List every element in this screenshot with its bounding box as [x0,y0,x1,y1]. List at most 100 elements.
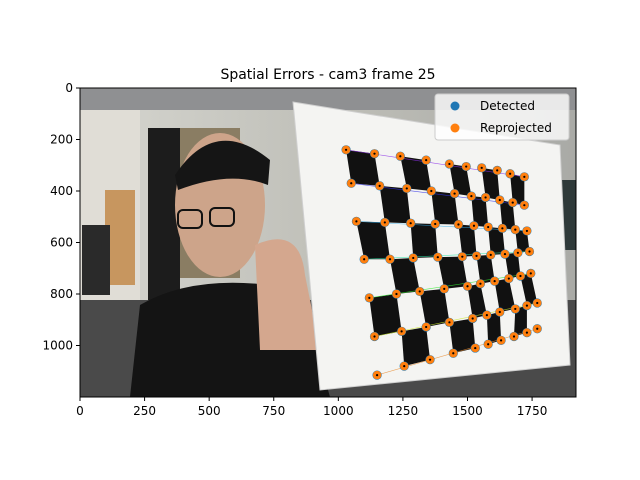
corner-center-dot [487,225,490,229]
y-tick-label: 1000 [42,339,73,353]
corner-center-dot [523,175,526,178]
checker-square [515,229,530,253]
corner-center-dot [471,317,474,320]
checker-square [390,257,420,294]
corner-center-dot [443,287,446,290]
corner-center-dot [344,148,348,151]
y-tick-label: 200 [50,133,73,147]
corner-center-dot [512,335,516,338]
corner-center-dot [418,290,421,293]
corner-center-dot [373,335,376,338]
corner-center-dot [525,304,529,307]
checker-square [494,278,516,313]
x-tick-label: 250 [133,404,156,418]
corner-center-dot [368,296,371,299]
checker-square [369,294,402,337]
corner-center-dot [496,169,499,172]
corner-center-dot [457,223,460,226]
corner-center-dot [525,229,529,233]
checker-square [356,221,390,260]
checker-square [504,252,521,279]
corner-center-dot [425,325,428,329]
corner-center-dot [479,282,482,285]
corner-center-dot [507,277,510,280]
checker-square [510,173,525,206]
checker-square [410,223,438,258]
checker-square [346,149,380,186]
legend: Detected Reprojected [434,93,570,141]
corner-center-dot [487,343,490,346]
corner-center-dot [405,187,408,190]
y-tick-label: 0 [65,81,73,95]
x-tick-label: 1750 [517,404,548,418]
corner-center-dot [409,222,412,225]
corner-center-dot [480,166,483,169]
checker-square [379,185,411,224]
corner-center-dot [355,220,358,223]
corner-center-dot [412,256,415,260]
checker-square [437,256,468,289]
corner-center-dot [434,222,437,226]
corner-center-dot [350,182,353,185]
checker-square [488,227,505,255]
checker-square [486,312,502,345]
corner-center-dot [514,307,517,311]
corner-center-dot [453,192,456,195]
x-tick-label: 1000 [323,404,354,418]
corner-center-dot [373,152,376,155]
corner-center-dot [475,254,478,257]
corner-center-dot [448,162,451,166]
corner-center-dot [484,196,487,199]
checker-square [431,191,459,225]
corner-center-dot [525,331,529,334]
corner-center-dot [501,227,504,230]
y-tick-label: 800 [50,287,73,301]
corner-center-dot [428,358,432,361]
corner-center-dot [503,252,507,256]
corner-center-dot [430,189,433,193]
corner-center-dot [436,256,439,259]
scatter-points [341,145,542,380]
corner-center-dot [509,172,512,175]
legend-marker-reprojected [450,123,460,133]
corner-center-dot [493,280,496,283]
checker-square [476,254,495,284]
y-tick-label: 400 [50,184,73,198]
checker-square [467,283,487,319]
corner-center-dot [472,224,476,227]
chart-title: Spatial Errors - cam3 frame 25 [220,67,435,83]
legend-label-detected: Detected [480,99,535,113]
corner-center-dot [466,285,469,288]
x-axis: 0 250 500 750 1000 1250 1500 1750 [76,397,547,418]
checker-square [481,167,500,201]
corner-center-dot [399,155,402,158]
corner-center-dot [489,253,492,256]
checker-square [471,196,489,228]
corner-center-dot [516,251,519,254]
checker-square [401,326,431,367]
corner-center-dot [378,184,381,187]
corner-center-dot [470,195,473,198]
corner-center-dot [448,321,451,324]
corner-center-dot [403,365,406,368]
corner-center-dot [498,198,501,202]
corner-center-dot [514,228,517,231]
checker-square [400,156,432,191]
corner-center-dot [461,255,464,258]
checker-square [514,305,527,337]
corner-center-dot [474,346,477,350]
checkerboard-squares [346,149,538,367]
corner-center-dot [536,301,539,305]
corner-center-dot [388,258,392,261]
corner-center-dot [425,159,428,162]
y-axis: 0 200 400 600 800 1000 [42,81,80,353]
x-tick-label: 750 [262,404,285,418]
corner-center-dot [536,327,539,330]
checker-square [499,200,516,230]
legend-label-reprojected: Reprojected [480,121,552,135]
corner-center-dot [499,339,503,342]
checker-square [419,288,450,327]
x-tick-label: 0 [76,404,84,418]
x-tick-label: 1500 [452,404,483,418]
